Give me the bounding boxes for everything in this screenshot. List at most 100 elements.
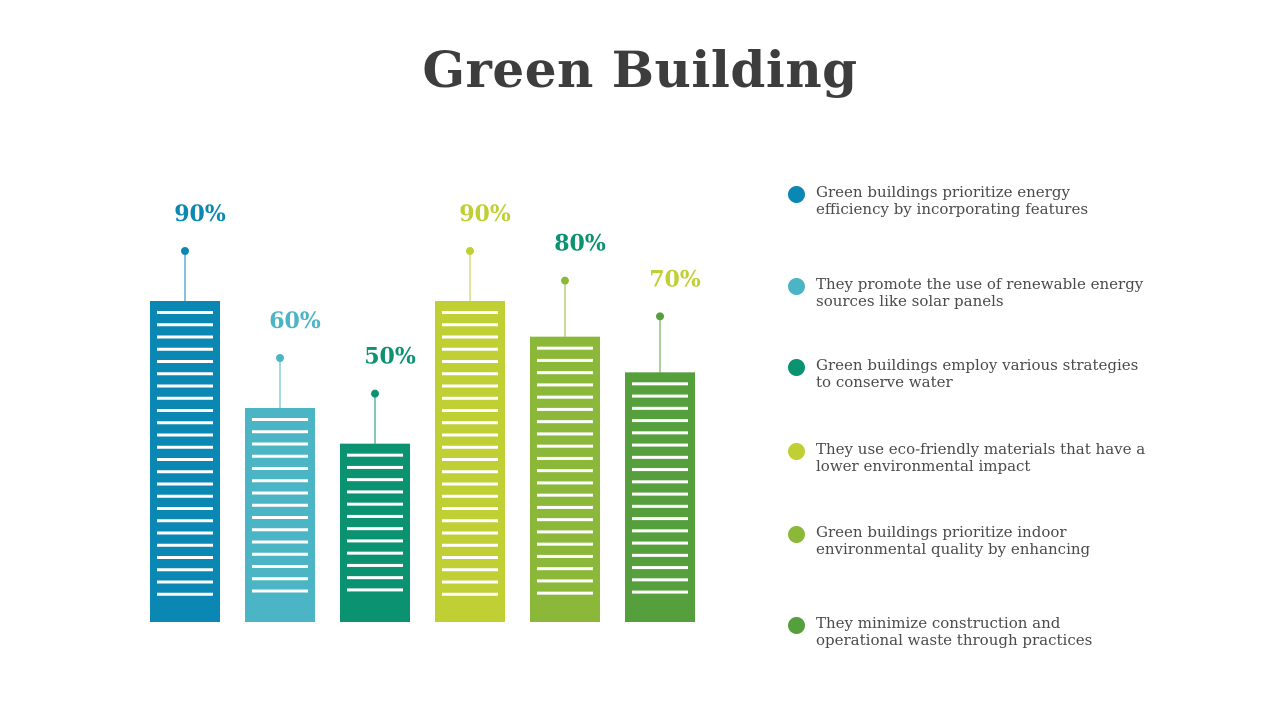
window-stripe bbox=[157, 580, 213, 584]
window-stripe bbox=[442, 384, 498, 388]
page-title: Green Building bbox=[422, 40, 858, 99]
window-stripe bbox=[157, 409, 213, 412]
window-stripe bbox=[442, 543, 498, 547]
window-stripe bbox=[157, 519, 213, 523]
window-stripe bbox=[442, 482, 498, 486]
bar-pin-dot bbox=[656, 312, 664, 321]
window-stripe bbox=[442, 311, 498, 314]
bar-group: 50% bbox=[340, 344, 416, 622]
window-stripe bbox=[347, 478, 403, 482]
legend-text: Green buildings employ various strategie… bbox=[816, 356, 1139, 391]
bar-pin-dot bbox=[276, 354, 284, 362]
window-stripe bbox=[347, 576, 403, 580]
window-stripe bbox=[157, 507, 213, 510]
window-stripe bbox=[157, 592, 213, 596]
window-stripe bbox=[442, 347, 498, 351]
window-stripe bbox=[632, 406, 688, 410]
window-stripe bbox=[157, 384, 213, 388]
window-stripe bbox=[442, 433, 498, 437]
bar-group: 60% bbox=[245, 308, 321, 622]
window-stripe bbox=[442, 409, 498, 412]
bar-chart: 90% 60% 50% 90% 80% 70% bbox=[150, 201, 701, 622]
legend-item: They use eco-friendly materials that hav… bbox=[788, 441, 1148, 501]
window-stripe bbox=[442, 507, 498, 510]
window-stripe bbox=[157, 323, 213, 327]
window-stripe bbox=[157, 470, 213, 474]
window-stripe bbox=[252, 467, 308, 470]
window-stripe bbox=[442, 445, 498, 449]
window-stripe bbox=[157, 458, 213, 461]
window-stripe bbox=[252, 430, 308, 434]
window-stripe bbox=[347, 490, 403, 494]
window-stripe bbox=[157, 568, 213, 572]
window-stripe bbox=[537, 530, 593, 534]
window-stripe bbox=[347, 563, 403, 567]
bar-group: 70% bbox=[625, 266, 701, 622]
window-stripe bbox=[632, 431, 688, 435]
window-stripe bbox=[632, 443, 688, 447]
window-stripe bbox=[252, 540, 308, 544]
window-stripe bbox=[537, 444, 593, 448]
window-stripe bbox=[442, 556, 498, 559]
window-stripe bbox=[442, 396, 498, 400]
value-label: 90% bbox=[459, 201, 511, 227]
window-stripe bbox=[252, 528, 308, 532]
bar-pin-dot bbox=[561, 276, 569, 285]
legend-dot bbox=[788, 186, 805, 203]
window-stripe bbox=[442, 568, 498, 572]
window-stripe bbox=[632, 504, 688, 508]
window-stripe bbox=[537, 407, 593, 411]
bar-pin-dot bbox=[371, 389, 379, 398]
window-stripe bbox=[252, 479, 308, 483]
window-stripe bbox=[537, 395, 593, 399]
value-label: 70% bbox=[649, 266, 701, 292]
window-stripe bbox=[537, 346, 593, 350]
window-stripe bbox=[537, 591, 593, 595]
window-stripe bbox=[537, 371, 593, 375]
window-stripe bbox=[252, 491, 308, 495]
window-stripe bbox=[157, 372, 213, 376]
window-stripe bbox=[537, 554, 593, 558]
window-stripe bbox=[157, 335, 213, 339]
window-stripe bbox=[157, 396, 213, 400]
window-stripe bbox=[537, 469, 593, 473]
window-stripe bbox=[157, 543, 213, 547]
bar-pin-dot bbox=[466, 247, 474, 255]
window-stripe bbox=[157, 421, 213, 425]
window-stripe bbox=[632, 541, 688, 545]
legend-item: Green buildings employ various strategie… bbox=[788, 357, 1148, 417]
legend-item: Green buildings prioritize energy effici… bbox=[788, 184, 1148, 244]
legend-item: Green buildings prioritize indoor enviro… bbox=[788, 524, 1148, 584]
window-stripe bbox=[442, 421, 498, 425]
window-stripe bbox=[537, 420, 593, 424]
window-stripe bbox=[157, 347, 213, 351]
window-stripe bbox=[347, 588, 403, 592]
window-stripe bbox=[442, 372, 498, 376]
window-stripe bbox=[632, 480, 688, 484]
legend-dot bbox=[788, 278, 805, 295]
legend-text: Green buildings prioritize energy effici… bbox=[816, 183, 1089, 218]
window-stripe bbox=[157, 433, 213, 437]
window-stripe bbox=[442, 531, 498, 535]
window-stripe bbox=[632, 419, 688, 423]
bar bbox=[530, 336, 600, 622]
window-stripe bbox=[442, 458, 498, 461]
window-stripe bbox=[537, 579, 593, 583]
window-stripe bbox=[252, 516, 308, 519]
window-stripe bbox=[347, 527, 403, 531]
window-stripe bbox=[347, 465, 403, 469]
bar-pin-dot bbox=[181, 247, 189, 255]
window-stripe bbox=[632, 590, 688, 594]
window-stripe bbox=[442, 580, 498, 584]
window-stripe bbox=[632, 492, 688, 496]
window-stripe bbox=[347, 539, 403, 543]
window-stripe bbox=[157, 445, 213, 449]
window-stripe bbox=[157, 531, 213, 535]
legend-item: They minimize construction and operation… bbox=[788, 615, 1148, 675]
window-stripe bbox=[442, 519, 498, 523]
legend-dot bbox=[788, 359, 805, 376]
window-stripe bbox=[252, 552, 308, 556]
window-stripe bbox=[632, 566, 688, 570]
window-stripe bbox=[537, 481, 593, 485]
value-label: 90% bbox=[174, 201, 226, 227]
